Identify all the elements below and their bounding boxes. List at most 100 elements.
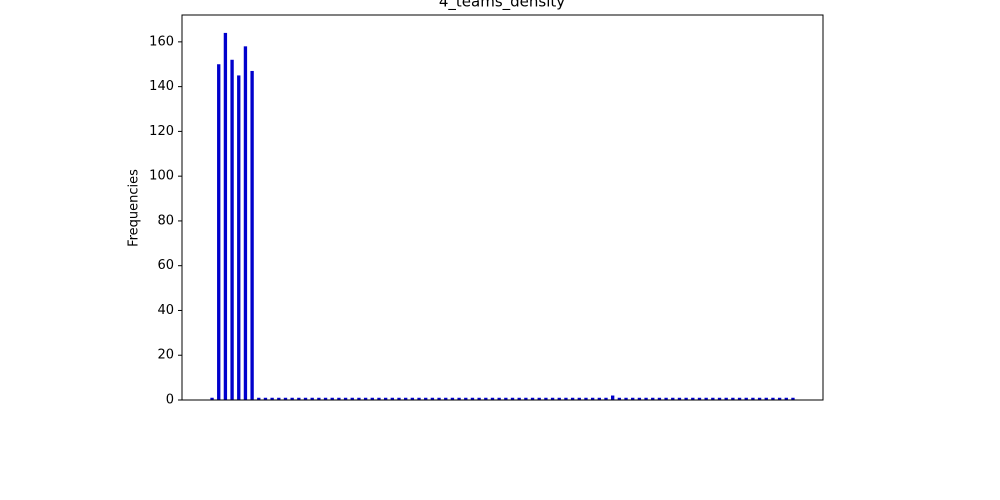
bar	[617, 397, 622, 400]
bar	[664, 397, 668, 400]
bar	[757, 397, 762, 400]
bar	[250, 70, 254, 401]
bar	[210, 397, 214, 400]
bar	[504, 397, 508, 400]
bar	[390, 397, 394, 400]
bar	[223, 32, 228, 400]
bar	[237, 75, 241, 401]
bar	[343, 397, 348, 400]
y-tick-label: 100	[149, 169, 174, 184]
bar	[310, 397, 314, 400]
bar	[337, 397, 341, 400]
bar	[744, 397, 748, 400]
bar	[477, 397, 481, 400]
bar	[230, 59, 234, 400]
bar	[704, 397, 708, 400]
bar	[283, 397, 288, 400]
bar	[490, 397, 495, 400]
bar	[377, 397, 381, 400]
bar	[791, 397, 795, 400]
bar	[677, 397, 682, 400]
bar	[697, 397, 702, 400]
bar	[530, 397, 535, 400]
bar	[624, 397, 628, 400]
bar	[330, 397, 334, 400]
bar	[290, 397, 294, 400]
bar	[350, 397, 354, 400]
bar	[437, 397, 441, 400]
bar	[257, 397, 261, 400]
y-axis-label: Frequencies	[127, 169, 142, 247]
bar	[724, 397, 728, 400]
bar	[277, 397, 281, 400]
bar	[557, 397, 561, 400]
bar	[484, 397, 488, 400]
bar	[357, 397, 361, 400]
bar	[771, 397, 775, 400]
bar	[450, 397, 455, 400]
y-tick-label: 140	[149, 79, 174, 94]
y-tick-label: 60	[157, 258, 174, 273]
bar	[611, 395, 615, 400]
bar	[537, 397, 541, 400]
bar	[370, 397, 374, 400]
y-tick-label: 0	[166, 393, 174, 408]
bar	[417, 397, 421, 400]
bar	[317, 397, 321, 400]
bar	[297, 397, 301, 400]
bar	[444, 397, 448, 400]
bar	[657, 397, 662, 400]
bar	[651, 397, 655, 400]
bar	[584, 397, 588, 400]
bar	[270, 397, 274, 400]
bar	[604, 397, 608, 400]
bar	[497, 397, 501, 400]
bar	[590, 397, 595, 400]
bar	[784, 397, 788, 400]
bar	[217, 64, 221, 400]
bar	[457, 397, 461, 400]
bar	[404, 397, 408, 400]
bar	[303, 397, 308, 400]
bar	[631, 397, 635, 400]
bar	[637, 397, 642, 400]
bar	[711, 397, 715, 400]
y-tick-label: 40	[157, 303, 174, 318]
bar	[383, 397, 388, 400]
bar	[550, 397, 555, 400]
bar	[731, 397, 735, 400]
bar	[517, 397, 521, 400]
y-tick-label: 20	[157, 348, 174, 363]
bar	[564, 397, 568, 400]
bar	[363, 397, 368, 400]
bar	[644, 397, 648, 400]
bar	[464, 397, 468, 400]
bar	[570, 397, 575, 400]
bar	[263, 397, 268, 400]
bar	[323, 397, 328, 400]
bar	[243, 46, 248, 400]
bar	[510, 397, 515, 400]
bar	[671, 397, 675, 400]
bar	[691, 397, 695, 400]
bar	[684, 397, 688, 400]
bar	[737, 397, 742, 400]
y-tick-label: 120	[149, 124, 174, 139]
y-tick-label: 160	[149, 34, 174, 49]
bar	[470, 397, 475, 400]
bar	[397, 397, 401, 400]
bar	[410, 397, 415, 400]
bar	[424, 397, 428, 400]
y-tick-label: 80	[157, 213, 174, 228]
bar	[777, 397, 782, 400]
bar	[577, 397, 581, 400]
bar	[524, 397, 528, 400]
bar	[597, 397, 601, 400]
chart-title: 4_teams_density	[439, 0, 565, 12]
bar	[764, 397, 768, 400]
bar	[717, 397, 722, 400]
bar	[751, 397, 755, 400]
bar	[544, 397, 548, 400]
